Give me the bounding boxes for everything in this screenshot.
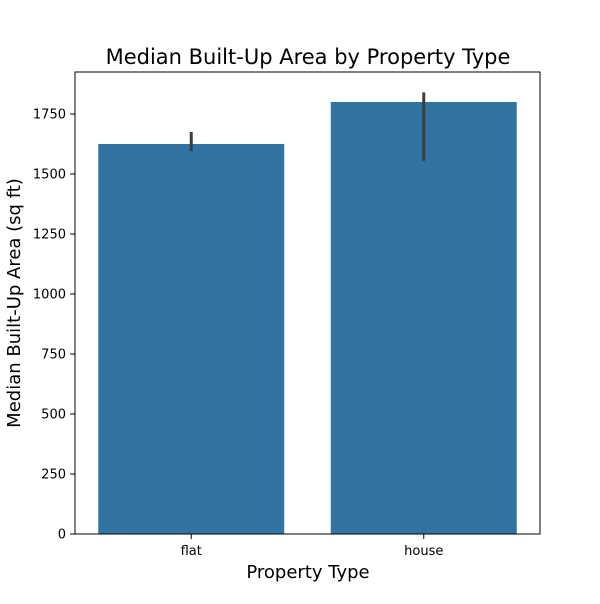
bar-house <box>330 102 517 534</box>
y-tick-label: 1250 <box>33 228 66 243</box>
y-tick-label: 1500 <box>33 168 66 183</box>
plot-frame <box>74 71 541 535</box>
error-bars-layer <box>189 92 426 161</box>
chart-title: Median Built-Up Area by Property Type <box>106 45 511 69</box>
x-axis-ticks: flat house <box>181 534 443 559</box>
y-axis-ticks: 0 250 500 750 1000 1250 1500 1750 <box>33 108 75 543</box>
y-axis-label: Median Built-Up Area (sq ft) <box>4 178 25 428</box>
x-axis-label: Property Type <box>246 562 369 583</box>
y-tick-label: 1750 <box>33 108 66 123</box>
y-tick-label: 1000 <box>33 288 66 303</box>
x-tick-label-flat: flat <box>181 544 202 559</box>
bar-flat <box>98 144 285 534</box>
y-tick-label: 0 <box>58 528 66 543</box>
bars-layer <box>98 102 517 534</box>
y-tick-label: 250 <box>41 468 66 483</box>
y-tick-label: 750 <box>41 348 66 363</box>
y-tick-label: 500 <box>41 408 66 423</box>
x-tick-label-house: house <box>404 544 443 559</box>
